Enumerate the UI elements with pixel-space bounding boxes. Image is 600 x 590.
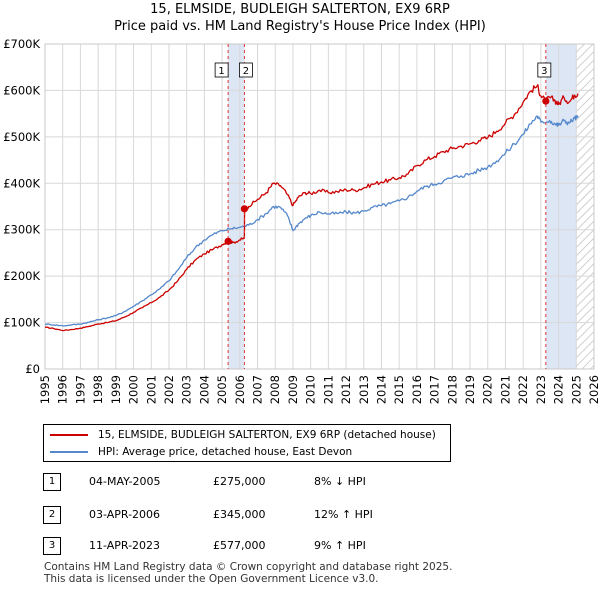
- x-tick-label: 2009: [286, 375, 300, 404]
- transaction-hpi-diff: 8% ↓ HPI: [314, 475, 366, 488]
- x-tick-label: 2012: [339, 375, 353, 404]
- sale-label-number: 3: [541, 66, 547, 77]
- x-tick-label: 2017: [428, 375, 442, 404]
- transaction-price: £275,000: [213, 475, 266, 488]
- x-tick-label: 1998: [91, 375, 105, 404]
- transaction-number: 1: [43, 473, 61, 491]
- y-tick-label: £600K: [3, 83, 40, 97]
- series-line-hpi: [44, 114, 579, 327]
- sale-point: [240, 205, 249, 213]
- y-tick-label: £400K: [3, 176, 40, 190]
- x-tick-label: 2006: [233, 375, 247, 404]
- transaction-row: 1 04-MAY-2005 £275,000 8% ↓ HPI: [0, 472, 600, 492]
- x-tick-label: 2002: [162, 375, 176, 404]
- highlight-band: [545, 44, 577, 369]
- sale-label-box: 3: [537, 62, 552, 78]
- x-tick-label: 2021: [498, 375, 512, 404]
- legend-swatch-property: [50, 434, 88, 436]
- transaction-hpi-diff: 9% ↑ HPI: [314, 539, 366, 552]
- x-tick-label: 2019: [463, 375, 477, 404]
- forecast-hatch: [576, 44, 594, 369]
- x-tick-label: 1997: [73, 375, 87, 404]
- x-tick-label: 2013: [357, 375, 371, 404]
- x-tick-label: 2010: [304, 375, 318, 404]
- x-tick-label: 2016: [410, 375, 424, 404]
- x-tick-label: 2003: [180, 375, 194, 404]
- x-tick-label: 2018: [445, 375, 459, 404]
- footer-licence: This data is licensed under the Open Gov…: [44, 573, 379, 585]
- footer-copyright: Contains HM Land Registry data © Crown c…: [44, 561, 453, 573]
- transaction-date: 03-APR-2006: [89, 508, 161, 521]
- transaction-hpi-diff: 12% ↑ HPI: [314, 508, 373, 521]
- price-chart: £0 £100K £200K £300K £400K £500K £600K £700K 199…: [3, 37, 600, 404]
- sale-label-box: 2: [239, 62, 253, 78]
- transaction-price: £577,000: [213, 539, 266, 552]
- x-tick-label: 2007: [251, 375, 265, 404]
- x-tick-label: 2015: [392, 375, 406, 404]
- sale-label-frame: [239, 62, 253, 78]
- x-tick-label: 2024: [552, 375, 566, 404]
- legend-label-property: 15, ELMSIDE, BUDLEIGH SALTERTON, EX9 6RP…: [98, 429, 436, 441]
- x-tick-label: 2008: [268, 375, 282, 404]
- chart-title: 15, ELMSIDE, BUDLEIGH SALTERTON, EX9 6RP: [150, 2, 450, 17]
- transaction-date: 04-MAY-2005: [89, 475, 161, 488]
- highlight-band: [228, 44, 245, 369]
- x-tick-label: 1996: [56, 375, 70, 404]
- x-tick-label: 2005: [215, 375, 229, 404]
- transaction-row: 3 11-APR-2023 £577,000 9% ↑ HPI: [0, 536, 600, 556]
- x-tick-label: 2022: [516, 375, 530, 404]
- y-tick-label: £100K: [3, 316, 40, 330]
- x-tick-label: 2026: [587, 375, 600, 404]
- transaction-price: £345,000: [213, 508, 266, 521]
- plot-frame: [44, 43, 595, 370]
- sale-point: [224, 237, 232, 245]
- x-tick-label: 2001: [144, 375, 158, 404]
- sale-point: [542, 97, 550, 105]
- sale-label-number: 2: [243, 66, 249, 77]
- chart-subtitle: Price paid vs. HM Land Registry's House …: [114, 19, 486, 34]
- x-tick-label: 2020: [481, 375, 495, 404]
- y-tick-label: £0: [25, 362, 40, 376]
- x-tick-label: 2025: [569, 375, 583, 404]
- series-line-property: [44, 84, 579, 332]
- transaction-date: 11-APR-2023: [89, 539, 161, 552]
- y-tick-label: £200K: [3, 269, 40, 283]
- x-tick-label: 2014: [374, 375, 388, 404]
- transaction-row: 2 03-APR-2006 £345,000 12% ↑ HPI: [0, 505, 600, 525]
- x-tick-label: 2004: [197, 375, 211, 404]
- transaction-number: 2: [43, 506, 61, 524]
- y-tick-label: £700K: [3, 37, 40, 51]
- y-tick-label: £500K: [3, 130, 40, 144]
- chart-legend: 15, ELMSIDE, BUDLEIGH SALTERTON, EX9 6RP…: [43, 424, 451, 462]
- transaction-number: 3: [43, 537, 61, 555]
- x-tick-label: 2011: [321, 375, 335, 404]
- sale-label-frame: [214, 62, 229, 78]
- x-tick-label: 1999: [109, 375, 123, 404]
- sale-label-box: 1: [214, 62, 229, 78]
- x-tick-label: 2023: [534, 375, 548, 404]
- legend-swatch-hpi: [50, 451, 88, 453]
- y-tick-label: £300K: [3, 223, 40, 237]
- x-tick-label: 1995: [38, 375, 52, 404]
- sale-label-frame: [537, 62, 552, 78]
- legend-label-hpi: HPI: Average price, detached house, East…: [98, 446, 353, 458]
- sale-label-number: 1: [218, 66, 224, 77]
- x-tick-label: 2000: [127, 375, 141, 404]
